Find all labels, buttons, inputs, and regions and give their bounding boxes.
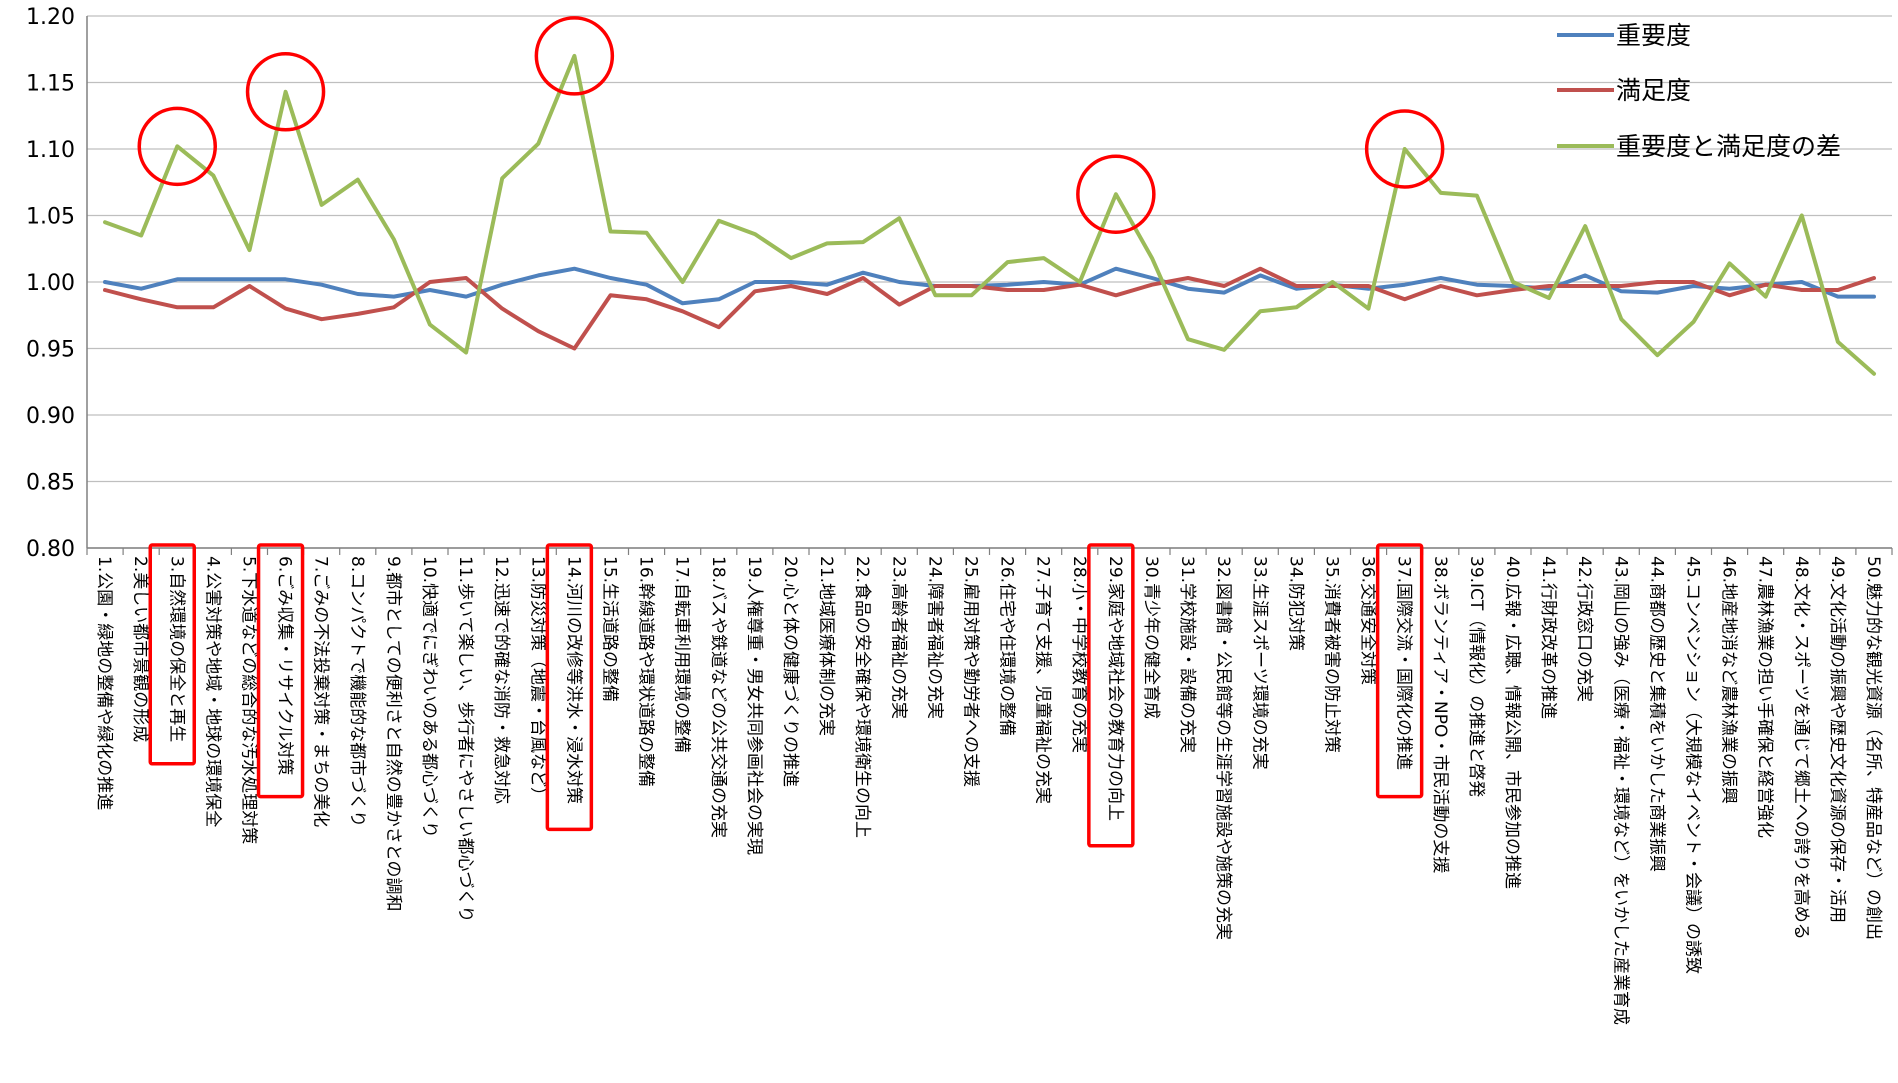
highlight-circle — [245, 52, 326, 132]
x-tick-label: 18.バスや鉄道などの公共交通の充実 — [708, 556, 728, 838]
x-tick-label: 36.交通安全対策 — [1358, 556, 1378, 685]
x-tick-label: 35.消費者被害の防止対策 — [1321, 556, 1341, 753]
x-tick-label: 2.美しい都市景観の形成 — [130, 556, 150, 742]
y-tick-label: 0.95 — [26, 338, 75, 363]
x-tick-label: 33.生涯スポーツ環境の充実 — [1249, 556, 1269, 770]
x-tick-label: 7.ごみの不法投棄対策・まちの美化 — [311, 556, 331, 827]
x-tick-label: 6.ごみ収集・リサイクル対策 — [275, 556, 295, 775]
x-tick-label: 8.コンパクトで機能的な都市づくり — [347, 556, 367, 827]
x-tick-label: 4.公害対策や地域・地球の環境保全 — [202, 556, 222, 827]
highlight-circle — [1076, 154, 1156, 234]
x-tick-label: 22.食品の安全確保や環境衛生の向上 — [852, 556, 872, 838]
x-axis: 1.公園・緑地の整備や緑化の推進 2.美しい都市景観の形成 3.自然環境の保全と再生… — [86, 547, 1893, 1025]
x-tick-label: 19.人権尊重・男女共同参画社会の実現 — [744, 556, 764, 855]
x-tick-label: 37.国際交流・国際化の推進 — [1394, 556, 1414, 770]
x-tick-label: 11.歩いて楽しい、歩行者にやさしい都心づくり — [455, 556, 475, 923]
x-tick-label: 43.岡山の強み（医療・福祉・環境など）をいかした産業育成 — [1610, 556, 1630, 1025]
x-tick-label: 20.心と体の健康づくりの推進 — [780, 556, 800, 787]
legend-label: 満足度 — [1616, 76, 1691, 105]
x-tick-label: 47.農林漁業の担い手確保と経営強化 — [1755, 556, 1775, 838]
series-line-2 — [103, 266, 1876, 351]
x-tick-label: 15.生活道路の整備 — [599, 556, 619, 702]
x-tick-label: 27.子育て支援、児童福祉の充実 — [1033, 556, 1053, 804]
x-tick-label: 31.学校施設・設備の充実 — [1177, 556, 1197, 753]
x-tick-label: 41.行財政改革の推進 — [1538, 556, 1558, 719]
y-tick-label: 0.85 — [26, 471, 75, 496]
x-tick-label: 34.防犯対策 — [1285, 556, 1305, 651]
series-line-1 — [103, 266, 1876, 306]
y-tick-label: 0.90 — [26, 404, 75, 429]
highlight-label-box — [148, 543, 196, 766]
x-tick-label: 44.商都の歴史と集積をいかした商業振興 — [1646, 556, 1666, 872]
x-tick-label: 42.行政窓口の充実 — [1574, 556, 1594, 702]
highlight-circle — [1364, 109, 1445, 189]
x-tick-label: 40.広報・広聴、情報公開、市民参加の推進 — [1502, 556, 1522, 889]
x-tick-label: 50.魅力的な観光資源（名所、特産品など）の創出 — [1863, 556, 1883, 940]
x-tick-label: 10.快適でにぎわいのある都心づくり — [419, 556, 439, 838]
highlight-label-box — [1375, 543, 1424, 799]
x-tick-label: 24.障害者福祉の充実 — [924, 556, 944, 719]
legend-label: 重要度と満足度の差 — [1616, 132, 1841, 161]
x-tick-label: 9.都市としての便利さと自然の豊かさとの調和 — [383, 556, 403, 912]
x-tick-label: 17.自転車利用環境の整備 — [672, 556, 692, 753]
gridlines — [87, 15, 1892, 549]
x-tick-label: 1.公園・緑地の整備や緑化の推進 — [94, 556, 114, 810]
x-tick-label: 30.青少年の健全育成 — [1141, 556, 1161, 719]
x-tick-label: 23.高齢者福祉の充実 — [888, 556, 908, 719]
x-tick-label: 13.防災対策（地震・台風など） — [527, 556, 547, 804]
x-tick-label: 3.自然環境の保全と再生 — [166, 556, 186, 742]
x-tick-label: 5.下水道などの総合的な汚水処理対策 — [238, 556, 258, 844]
highlight-label-box — [1087, 543, 1135, 848]
x-tick-label: 28.小・中学校教育の充実 — [1069, 556, 1089, 753]
highlight-circle — [534, 16, 615, 96]
x-tick-label: 29.家庭や地域社会の教育力の向上 — [1105, 556, 1125, 821]
x-tick-label: 49.文化活動の振興や歴史文化資源の保存・活用 — [1827, 556, 1847, 923]
y-tick-label: 1.00 — [26, 271, 75, 296]
x-tick-label: 26.住宅や住環境の整備 — [997, 556, 1017, 736]
x-tick-label: 38.ボランティア・NPO・市民活動の支援 — [1430, 556, 1450, 873]
x-tick-label: 32.図書館・公民館等の生涯学習施設や施策の充実 — [1213, 556, 1233, 940]
x-tick-label: 45.コンベンション（大規模なイベント・会議）の誘致 — [1682, 556, 1702, 974]
x-tick-label: 39.ICT（情報化）の推進と啓発 — [1466, 556, 1486, 797]
highlight-label-box — [545, 543, 594, 832]
highlight-circle — [137, 106, 217, 187]
x-tick-label: 48.文化・スポーツを通じて郷土への誇りを高める — [1791, 556, 1811, 940]
x-tick-label: 12.迅速で的確な消防・救急対応 — [491, 556, 511, 804]
y-axis: 0.80 0.85 0.90 0.95 1.00 1.05 1.10 1.15 1.20 — [26, 5, 88, 562]
x-tick-label: 14.河川の改修等洪水・浸水対策 — [563, 556, 583, 804]
y-tick-label: 1.20 — [26, 5, 75, 30]
highlight-label-box — [256, 543, 305, 799]
series-line-3 — [103, 53, 1876, 376]
x-tick-label: 21.地域医療体制の充実 — [816, 556, 836, 736]
x-tick-label: 25.雇用対策や勤労者への支援 — [960, 556, 980, 787]
x-tick-label: 16.幹線道路や環状道路の整備 — [636, 556, 657, 787]
y-tick-label: 0.80 — [26, 537, 75, 562]
highlight-marks — [137, 16, 1445, 848]
legend-label: 重要度 — [1616, 21, 1691, 50]
x-tick-label: 46.地産地消など農林漁業の振興 — [1719, 556, 1739, 804]
y-tick-label: 1.15 — [26, 72, 75, 97]
series-lines — [103, 53, 1876, 376]
y-tick-label: 1.05 — [26, 205, 75, 230]
y-tick-label: 1.10 — [26, 138, 75, 163]
